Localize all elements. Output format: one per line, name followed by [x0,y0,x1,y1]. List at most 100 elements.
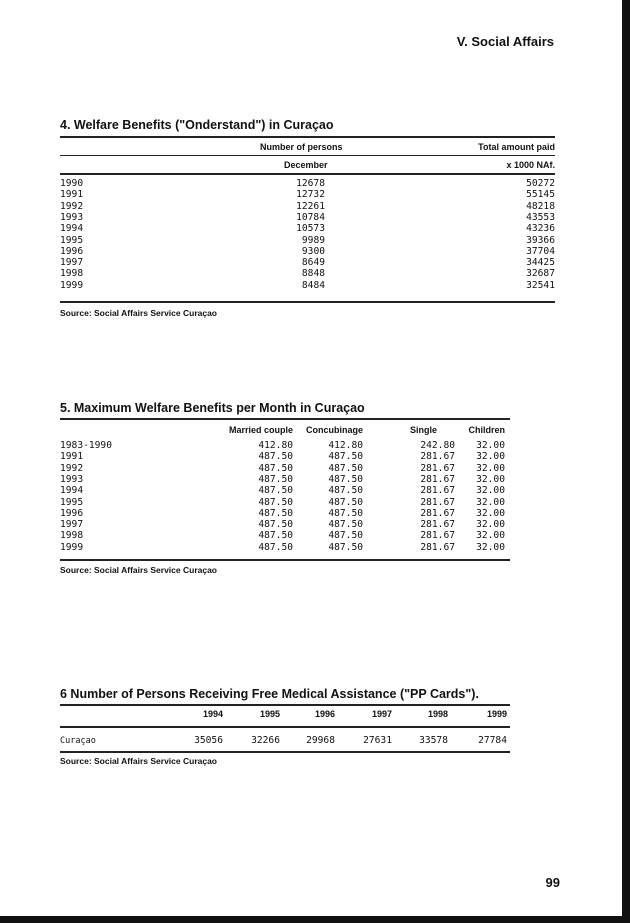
t5-value: 281.67 [420,473,455,485]
t5-value: 487.50 [328,530,363,542]
t4-year: 1993 [60,211,84,223]
t4-total: 48218 [526,200,555,212]
t5-year: 1997 [60,519,84,531]
t6-value: 29968 [306,735,335,746]
t4-year: 1998 [60,268,84,280]
t5-col-header: Married couple [228,425,293,435]
t5-value: 32.00 [476,440,505,451]
t4-year: 1994 [60,223,84,235]
t4-total: 37704 [526,245,555,257]
t5-year: 1996 [60,507,84,519]
t5-value: 242.80 [420,440,455,451]
t5-value: 281.67 [420,541,455,553]
t5-value: 487.50 [328,519,363,531]
t4-persons: 10573 [296,223,325,235]
t5-value: 412.80 [328,440,363,451]
t5-value: 487.50 [258,473,293,485]
t5-value: 487.50 [328,473,363,485]
t5-value: 487.50 [328,451,363,463]
t5-value: 487.50 [258,507,293,519]
t4-total: 39366 [526,234,555,246]
t6-value: 33578 [419,735,448,746]
t5-year: 1994 [60,485,84,497]
t5-value: 487.50 [258,530,293,542]
divider [60,173,555,175]
t6-year-header: 1995 [259,709,280,719]
t6-value: 35056 [194,735,223,746]
t5-value: 281.67 [420,485,455,497]
t5-value: 32.00 [476,473,505,485]
t5-value: 281.67 [420,507,455,519]
t5-value: 487.50 [258,496,293,508]
table-4-title: 4. Welfare Benefits ("Onderstand") in Cu… [60,118,334,132]
t5-col-header: Concubinage [305,425,363,435]
t6-year-header: 1997 [371,709,392,719]
t4-year: 1996 [60,245,84,257]
t6-year-header: 1999 [486,709,507,719]
t4-col-persons: Number of persons [260,142,343,152]
scan-border-bottom [0,916,630,923]
t5-value: 487.50 [258,451,293,463]
t4-total: 43236 [526,223,555,235]
t4-total: 55145 [526,189,555,201]
t5-value: 281.67 [420,519,455,531]
t5-col-header: Single [409,425,437,435]
t6-year-header: 1996 [314,709,335,719]
t4-sub-unit: x 1000 NAf. [506,160,555,170]
t5-value: 487.50 [258,462,293,474]
table-5-title: 5. Maximum Welfare Benefits per Month in… [60,401,365,415]
divider [60,704,510,706]
t6-row-label: Curaçao [60,736,96,746]
t5-value: 487.50 [258,485,293,497]
t4-persons: 9989 [301,234,325,246]
t5-value: 32.00 [476,496,505,508]
divider [60,136,555,138]
divider [60,726,510,728]
t5-value: 487.50 [328,485,363,497]
t5-value: 412.80 [258,440,293,451]
t5-value: 281.67 [420,530,455,542]
t4-sub-december: December [284,160,328,170]
table-6-title: 6 Number of Persons Receiving Free Medic… [60,687,479,701]
t6-year-header: 1998 [427,709,448,719]
t4-persons: 12678 [296,178,325,189]
t6-value: 32266 [251,735,280,746]
t4-total: 43553 [526,211,555,223]
t4-year: 1995 [60,234,84,246]
t4-persons: 12261 [296,200,325,212]
divider [60,418,510,420]
t6-value: 27631 [363,735,392,746]
t5-year: 1998 [60,530,84,542]
t4-persons: 8649 [301,257,325,269]
t6-value: 27784 [478,735,507,746]
t5-value: 487.50 [258,541,293,553]
t5-value: 487.50 [328,507,363,519]
divider [60,751,510,753]
t5-value: 487.50 [328,541,363,553]
t5-year: 1995 [60,496,84,508]
divider [60,155,555,156]
t5-year: 1999 [60,541,84,553]
divider [60,301,555,303]
t5-value: 487.50 [328,496,363,508]
t5-value: 32.00 [476,462,505,474]
t5-value: 32.00 [476,530,505,542]
t6-source: Source: Social Affairs Service Curaçao [60,756,218,766]
t4-year: 1992 [60,200,84,212]
t4-total: 34425 [526,257,555,269]
scan-border-right [622,0,630,923]
t5-year: 1991 [60,451,84,463]
t5-value: 32.00 [476,507,505,519]
t6-year-header: 1994 [202,709,223,719]
t4-year: 1997 [60,257,84,269]
t4-total: 50272 [526,178,555,189]
t5-value: 32.00 [476,451,505,463]
t4-total: 32541 [526,279,555,291]
t5-value: 32.00 [476,519,505,531]
t4-persons: 8484 [301,279,325,291]
t4-total: 32687 [526,268,555,280]
t4-persons: 8848 [301,268,325,280]
divider [60,559,510,561]
t5-value: 281.67 [420,496,455,508]
t5-year: 1992 [60,462,84,474]
